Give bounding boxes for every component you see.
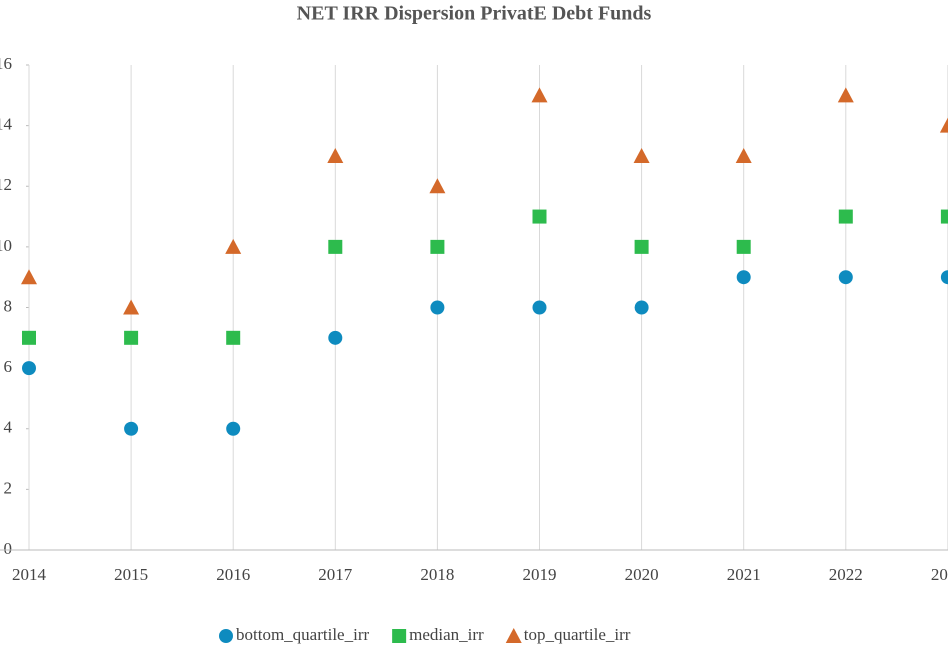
point [532,209,547,224]
point [226,421,241,436]
point [736,270,751,285]
point [328,239,343,254]
point [123,299,140,315]
y-tick-label: 4 [4,418,13,437]
x-tick-label: 2022 [829,565,863,584]
point [736,239,751,254]
legend-label: median_irr [409,625,484,644]
point [735,147,752,163]
legend-marker [392,629,407,643]
x-tick-label: 2018 [420,565,454,584]
chart-title: NET IRR Dispersion PrivatE Debt Funds [297,3,652,25]
x-tick-label: 2015 [114,565,148,584]
legend-marker [505,628,522,643]
point [22,361,36,376]
point [226,330,241,345]
point [634,239,649,254]
x-tick-label: 2019 [523,565,557,584]
point [124,421,139,436]
point [634,300,649,315]
point [430,300,445,315]
legend-item: top_quartile_irr [505,625,631,644]
y-tick-label: 6 [4,357,13,376]
x-tick-label: 2023 [931,565,948,584]
y-tick-label: 14 [0,115,13,134]
legend-label: bottom_quartile_irr [236,625,369,644]
legend-item: bottom_quartile_irr [219,625,369,644]
y-tick-label: 2 [4,478,13,497]
point [327,147,344,163]
point [940,270,948,285]
point [21,269,37,285]
x-tick-label: 2016 [216,565,250,584]
point [633,147,650,163]
point [838,270,853,285]
point [531,87,548,103]
point [22,330,36,345]
point [430,239,445,254]
point [225,238,242,254]
point [939,117,948,133]
y-tick-label: 16 [0,54,12,73]
legend-item: median_irr [392,625,484,644]
point [429,178,446,194]
point [940,209,948,224]
y-tick-label: 8 [4,296,13,315]
point [124,330,139,345]
y-tick-label: 10 [0,236,12,255]
point [532,300,547,315]
legend-marker [219,629,233,643]
x-tick-label: 2017 [318,565,353,584]
point [328,330,343,345]
legend-label: top_quartile_irr [524,625,631,644]
x-tick-label: 2014 [12,565,47,584]
x-tick-label: 2021 [727,565,761,584]
y-tick-label: 0 [4,539,13,558]
y-tick-label: 12 [0,175,12,194]
x-tick-label: 2020 [625,565,659,584]
point [838,209,853,224]
point [837,87,854,103]
